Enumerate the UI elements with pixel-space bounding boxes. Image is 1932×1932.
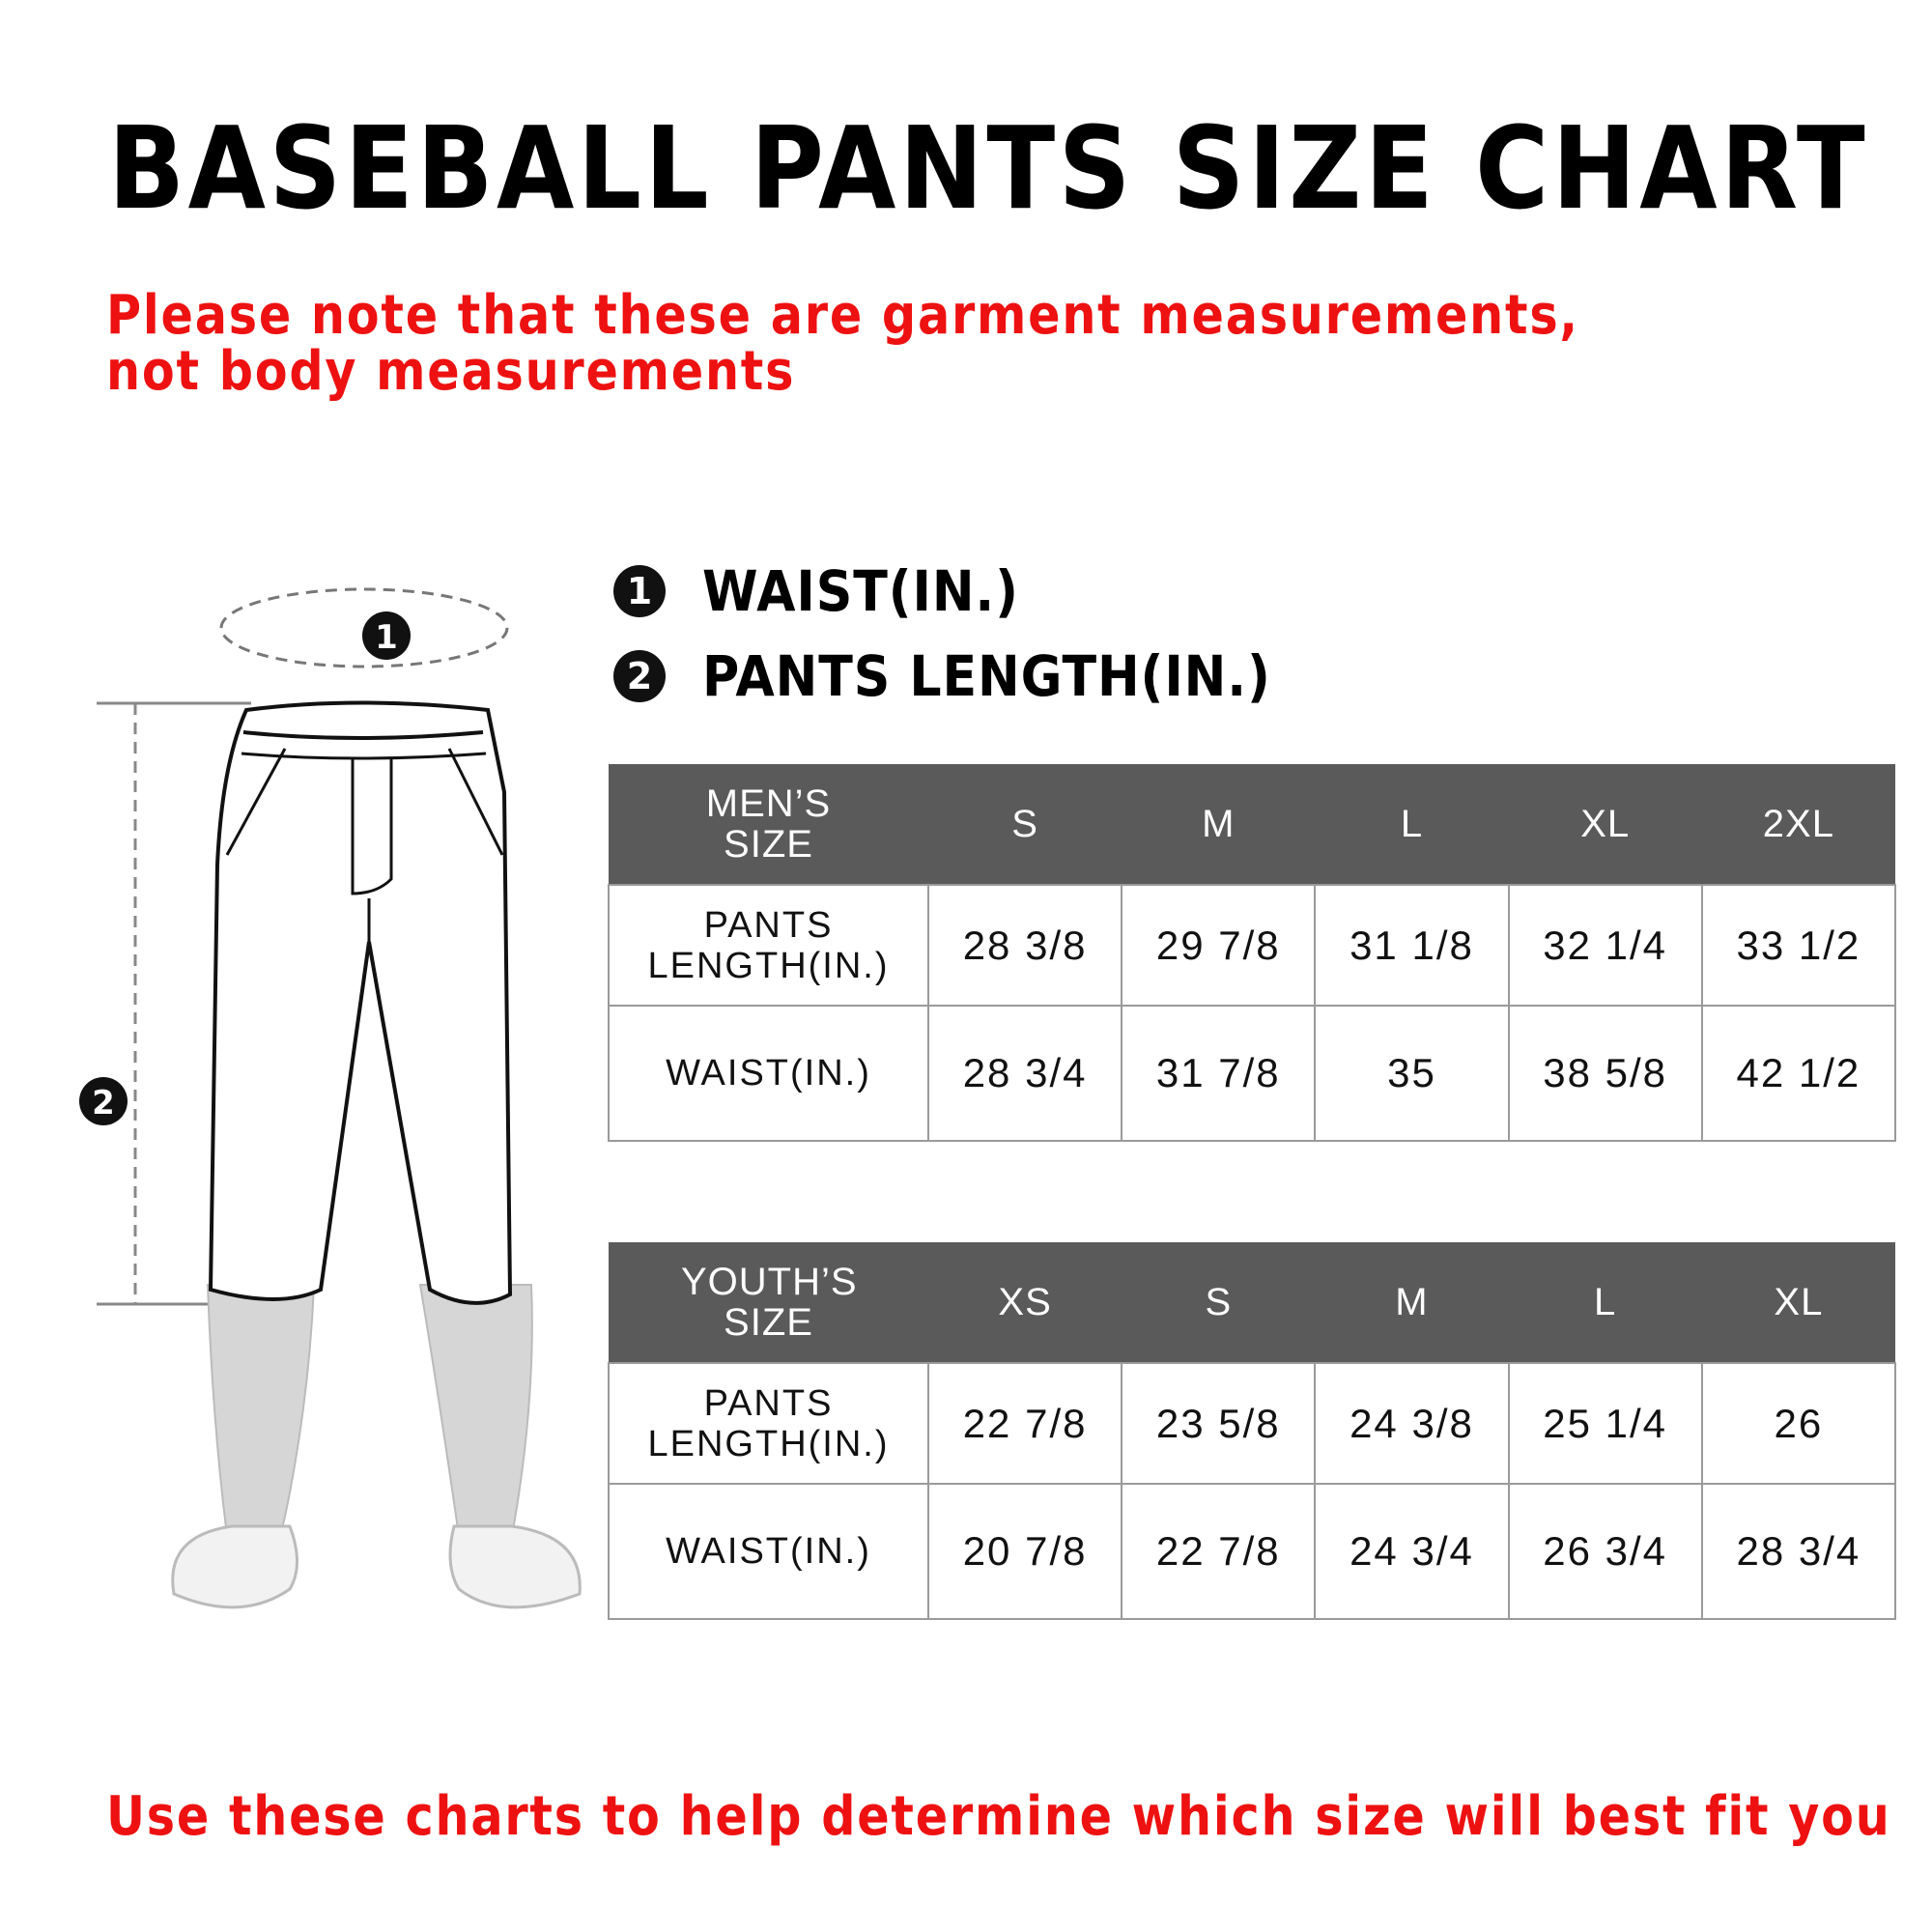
table-cell: 28 3/4 bbox=[926, 1005, 1123, 1142]
table-cell: 35 bbox=[1314, 1005, 1510, 1142]
table-cell: 20 7/8 bbox=[926, 1483, 1123, 1620]
table-row: WAIST(IN.) 28 3/4 31 7/8 35 38 5/8 42 1/… bbox=[608, 1005, 1897, 1142]
table-cell: 28 3/4 bbox=[1700, 1483, 1897, 1620]
table-cell: 31 7/8 bbox=[1121, 1005, 1317, 1142]
number-2-icon: 2 bbox=[613, 650, 666, 702]
number-1-icon: 1 bbox=[613, 565, 666, 617]
footer-note: Use these charts to help determine which… bbox=[106, 1785, 1891, 1848]
table-row: PANTS LENGTH(IN.) 28 3/8 29 7/8 31 1/8 3… bbox=[608, 884, 1897, 1007]
legend-label: PANTS LENGTH(IN.) bbox=[702, 643, 1271, 709]
header-cell: YOUTH’S SIZE bbox=[609, 1242, 928, 1363]
header-cell: S bbox=[928, 764, 1122, 885]
youth-size-table: YOUTH’S SIZE XS S M L XL PANTS LENGTH(IN… bbox=[608, 1242, 1897, 1620]
table-cell: 26 bbox=[1700, 1362, 1897, 1485]
right-shoe bbox=[448, 1524, 582, 1609]
table-cell: 22 7/8 bbox=[926, 1362, 1123, 1485]
table-cell: 38 5/8 bbox=[1507, 1005, 1703, 1142]
table-row: PANTS LENGTH(IN.) 22 7/8 23 5/8 24 3/8 2… bbox=[608, 1362, 1897, 1485]
table-cell: 24 3/4 bbox=[1314, 1483, 1510, 1620]
marker-2-icon bbox=[79, 1077, 128, 1125]
marker-2-text: 2 bbox=[92, 1084, 115, 1122]
table-cell: 31 1/8 bbox=[1314, 884, 1510, 1007]
row-label: WAIST(IN.) bbox=[608, 1005, 929, 1142]
pants-outline bbox=[208, 700, 513, 1305]
table-cell: 25 1/4 bbox=[1507, 1362, 1703, 1485]
legend-waist: 1 WAIST(IN.) bbox=[613, 558, 1054, 624]
table-header-row: YOUTH’S SIZE XS S M L XL bbox=[609, 1242, 1895, 1363]
marker-1-text: 1 bbox=[375, 618, 398, 657]
table-cell: 33 1/2 bbox=[1700, 884, 1897, 1007]
garment-note: Please note that these are garment measu… bbox=[106, 284, 1579, 403]
header-cell: M bbox=[1122, 764, 1316, 885]
table-row: WAIST(IN.) 20 7/8 22 7/8 24 3/4 26 3/4 2… bbox=[608, 1483, 1897, 1620]
table-cell: 29 7/8 bbox=[1121, 884, 1317, 1007]
waist-measure-ellipse bbox=[219, 587, 509, 668]
header-cell: MEN’S SIZE bbox=[609, 764, 928, 885]
header-cell: M bbox=[1315, 1242, 1509, 1363]
table-cell: 24 3/8 bbox=[1314, 1362, 1510, 1485]
row-label: PANTS LENGTH(IN.) bbox=[608, 1362, 929, 1485]
marker-1-icon bbox=[362, 611, 411, 660]
mens-size-table: MEN’S SIZE S M L XL 2XL PANTS LENGTH(IN.… bbox=[608, 764, 1897, 1142]
table-cell: 23 5/8 bbox=[1121, 1362, 1317, 1485]
table-header-row: MEN’S SIZE S M L XL 2XL bbox=[609, 764, 1895, 885]
header-cell: L bbox=[1315, 764, 1509, 885]
header-cell: L bbox=[1508, 1242, 1702, 1363]
header-cell: XL bbox=[1701, 1242, 1895, 1363]
header-cell: XS bbox=[928, 1242, 1122, 1363]
row-label: PANTS LENGTH(IN.) bbox=[608, 884, 929, 1007]
table-cell: 28 3/8 bbox=[926, 884, 1123, 1007]
pants-illustration: 1 2 bbox=[79, 587, 582, 1609]
row-label: WAIST(IN.) bbox=[608, 1483, 929, 1620]
table-cell: 26 3/4 bbox=[1507, 1483, 1703, 1620]
left-shoe bbox=[171, 1524, 298, 1609]
legend-label: WAIST(IN.) bbox=[702, 558, 1019, 624]
header-cell: S bbox=[1122, 1242, 1316, 1363]
legend-pants-length: 2 PANTS LENGTH(IN.) bbox=[613, 643, 1334, 709]
header-cell: XL bbox=[1508, 764, 1702, 885]
page-title: BASEBALL PANTS SIZE CHART bbox=[108, 101, 1869, 235]
table-cell: 42 1/2 bbox=[1700, 1005, 1897, 1142]
table-cell: 22 7/8 bbox=[1121, 1483, 1317, 1620]
header-cell: 2XL bbox=[1701, 764, 1895, 885]
table-cell: 32 1/4 bbox=[1507, 884, 1703, 1007]
